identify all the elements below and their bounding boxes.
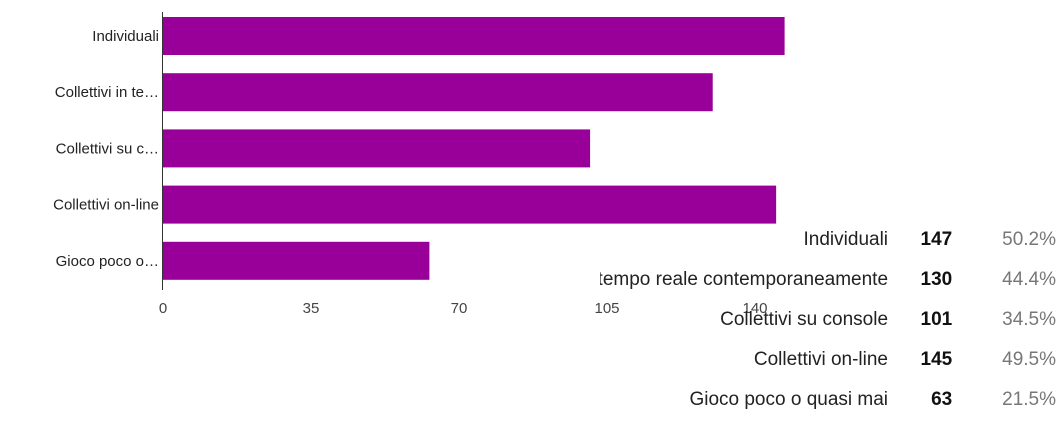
summary-count: 101 bbox=[920, 309, 953, 330]
summary-label: Collettivi on-line bbox=[753, 349, 889, 370]
summary-table: Individuali 147 50.2% Collettivi in tempo r… bbox=[600, 220, 1060, 420]
summary-label: Collettivi su console bbox=[720, 309, 889, 330]
summary-label: Individuali bbox=[803, 229, 889, 250]
summary-count: 63 bbox=[931, 389, 953, 410]
bar bbox=[163, 129, 591, 168]
category-label: Collettivi on-line bbox=[53, 197, 159, 214]
category-label: Collettivi in te… bbox=[55, 84, 159, 101]
x-tick-label: 140 bbox=[742, 300, 767, 317]
category-label: Collettivi su c… bbox=[56, 140, 159, 157]
bar bbox=[163, 73, 713, 112]
summary-label: Gioco poco o quasi mai bbox=[689, 389, 889, 410]
bar bbox=[163, 17, 785, 55]
summary-row: Collettivi in tempo reale contemporaneam… bbox=[600, 260, 1060, 300]
x-tick-label: 35 bbox=[303, 300, 320, 317]
summary-row: Collettivi su console 101 34.5% bbox=[600, 300, 1060, 340]
summary-count: 147 bbox=[920, 229, 953, 250]
bar bbox=[163, 241, 430, 280]
summary-percent: 21.5% bbox=[1002, 389, 1056, 410]
x-tick-label: 0 bbox=[159, 300, 167, 317]
category-label: Gioco poco o… bbox=[56, 253, 159, 270]
summary-label: Collettivi in tempo reale contemporaneam… bbox=[600, 269, 889, 290]
x-tick-label: 105 bbox=[594, 300, 619, 317]
category-label: Individuali bbox=[92, 28, 159, 45]
summary-count: 130 bbox=[920, 269, 953, 290]
x-tick-label: 70 bbox=[451, 300, 468, 317]
summary-row: Collettivi on-line 145 49.5% bbox=[600, 340, 1060, 380]
summary-percent: 44.4% bbox=[1002, 269, 1056, 290]
summary-row: Gioco poco o quasi mai 63 21.5% bbox=[600, 380, 1060, 420]
bar bbox=[163, 185, 777, 224]
summary-count: 145 bbox=[920, 349, 953, 370]
summary-percent: 49.5% bbox=[1002, 349, 1056, 370]
summary-percent: 34.5% bbox=[1002, 309, 1056, 330]
summary-row: Individuali 147 50.2% bbox=[600, 220, 1060, 260]
summary-percent: 50.2% bbox=[1002, 229, 1056, 250]
